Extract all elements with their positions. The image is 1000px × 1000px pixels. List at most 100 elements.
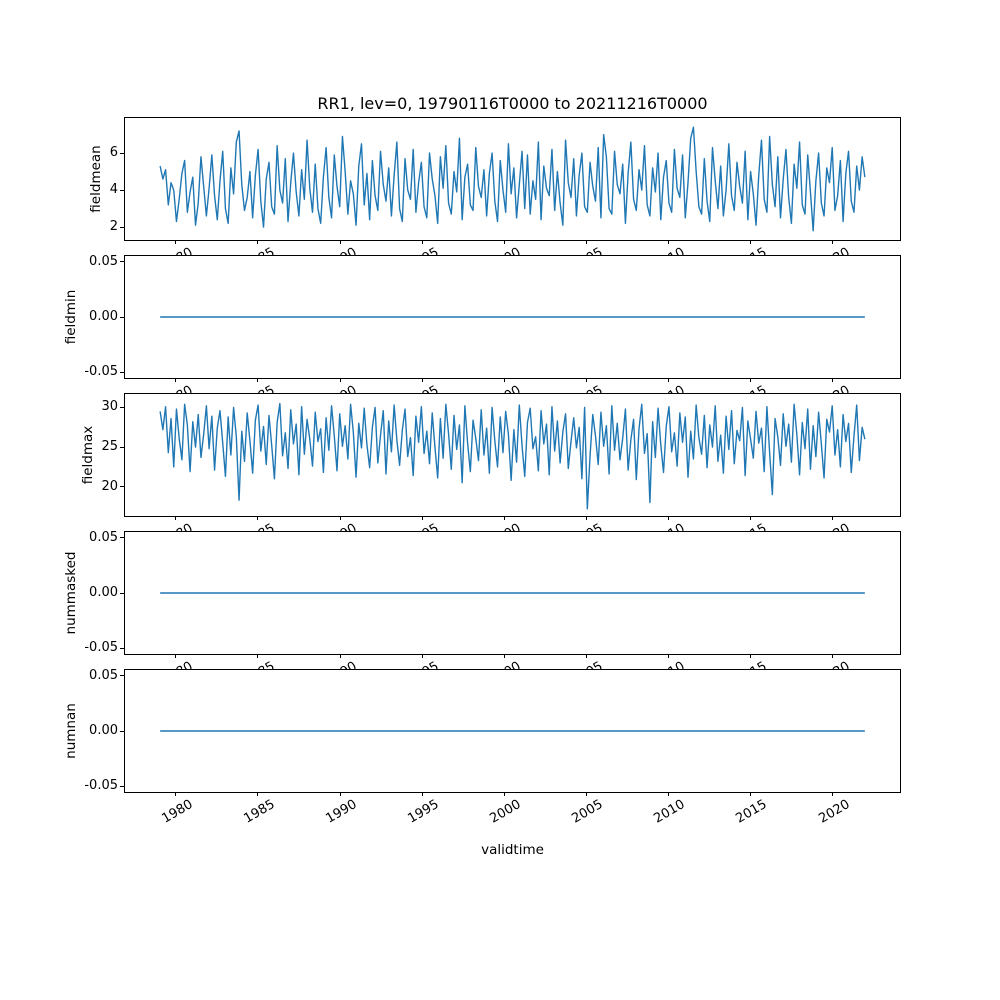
x-tick-mark (257, 792, 259, 796)
y-tick-label: 0.00 (89, 309, 118, 324)
x-tick-labels-fieldmean: 1980 1985 1990 1995 2000 2005 2010 2015 2020 (0, 242, 1000, 255)
x-axis-label: validtime (481, 842, 544, 858)
x-tick-mark (585, 654, 587, 658)
y-tick-mark (120, 189, 124, 191)
x-tick-label-text: 2015 (734, 659, 770, 669)
y-tick-mark (120, 675, 124, 677)
y-tick-label: -0.05 (84, 640, 118, 656)
x-tick-mark (832, 516, 834, 520)
x-tick-label-text: 2015 (733, 797, 771, 827)
x-tick-mark (339, 378, 341, 382)
x-tick-label-text: 2010 (652, 383, 688, 393)
x-tick-mark (421, 240, 423, 244)
x-tick-label-text: 2020 (816, 797, 853, 827)
x-tick-mark (339, 240, 341, 244)
x-tick-label-text: 1985 (241, 659, 277, 669)
x-tick-mark (667, 378, 669, 382)
y-tick-mark (120, 152, 124, 154)
x-tick-mark (585, 516, 587, 520)
x-tick-labels-numnan: 1980 1985 1990 1995 2000 2005 2010 2015 2020 (0, 794, 1000, 830)
plot-line-nummasked (160, 592, 865, 594)
x-tick-mark (421, 378, 423, 382)
x-tick-label-text: 2010 (651, 797, 688, 827)
y-axis-label-text: fieldmean (88, 145, 104, 213)
x-tick-label-text: 1980 (159, 797, 196, 827)
y-axis-label-text: nummasked (63, 551, 79, 635)
x-tick-label-text: 1985 (241, 245, 277, 255)
x-tick-label-text: 2010 (652, 659, 688, 669)
y-tick-mark (120, 785, 124, 787)
y-axis-label-text: fieldmax (80, 425, 96, 485)
axes-box-nummasked (124, 531, 901, 655)
x-tick-mark (750, 654, 752, 658)
y-tick-mark (120, 730, 124, 732)
x-tick-mark (750, 792, 752, 796)
x-tick-label-text: 2015 (734, 521, 770, 531)
x-tick-mark (175, 240, 177, 244)
x-tick-mark (832, 378, 834, 382)
y-tick-mark (120, 261, 124, 263)
x-tick-label-text: 1980 (159, 245, 195, 255)
x-tick-label-text: 2010 (652, 245, 688, 255)
y-tick-mark (120, 371, 124, 373)
x-tick-label-text: 1980 (159, 521, 195, 531)
x-tick-mark (585, 792, 587, 796)
plot-line-fieldmean (159, 126, 866, 232)
x-tick-labels-fieldmax: 1980 1985 1990 1995 2000 2005 2010 2015 2020 (0, 518, 1000, 531)
x-tick-label-text: 1985 (241, 521, 277, 531)
x-tick-label-text: 2005 (570, 521, 606, 531)
x-tick-label-text: 1995 (406, 659, 442, 669)
x-tick-label-text: 2020 (816, 245, 852, 255)
x-tick-labels-fieldmin: 1980 1985 1990 1995 2000 2005 2010 2015 2020 (0, 380, 1000, 393)
x-tick-label-text: 2015 (734, 383, 770, 393)
x-tick-mark (503, 654, 505, 658)
x-tick-label-text: 1990 (323, 797, 360, 827)
x-tick-label-text: 2005 (570, 383, 606, 393)
x-tick-label-text: 1980 (159, 383, 195, 393)
figure-title: RR1, lev=0, 19790116T0000 to 20211216T00… (317, 94, 708, 113)
y-tick-mark (120, 592, 124, 594)
x-tick-label-text: 2000 (488, 521, 524, 531)
axes-box-fieldmax (124, 393, 901, 517)
x-tick-mark (175, 792, 177, 796)
y-tick-mark (120, 647, 124, 649)
y-tick-label: 0.00 (89, 723, 118, 738)
y-tick-label: -0.05 (84, 364, 118, 380)
x-tick-label-text: 1990 (323, 245, 359, 255)
x-tick-mark (750, 516, 752, 520)
x-tick-mark (339, 516, 341, 520)
x-tick-mark (503, 516, 505, 520)
y-tick-label: 30 (101, 399, 118, 415)
plot-line-fieldmax (159, 402, 866, 510)
y-tick-label: 25 (101, 439, 118, 455)
x-tick-label-text: 2000 (488, 245, 524, 255)
x-tick-mark (421, 516, 423, 520)
x-tick-mark (832, 654, 834, 658)
x-tick-mark (667, 654, 669, 658)
y-tick-label: 6 (109, 145, 118, 161)
y-tick-label: 4 (109, 182, 118, 198)
x-tick-mark (257, 654, 259, 658)
x-tick-mark (257, 378, 259, 382)
y-tick-mark (120, 406, 124, 408)
x-tick-mark (750, 240, 752, 244)
x-tick-label-text: 1980 (159, 659, 195, 669)
x-tick-mark (667, 792, 669, 796)
x-tick-mark (257, 240, 259, 244)
x-tick-label-text: 1995 (406, 521, 442, 531)
x-tick-label-text: 1990 (323, 383, 359, 393)
x-tick-mark (175, 654, 177, 658)
x-tick-mark (667, 240, 669, 244)
y-tick-mark (120, 446, 124, 448)
axes-box-fieldmean (124, 117, 901, 241)
x-tick-mark (667, 516, 669, 520)
y-tick-mark (120, 316, 124, 318)
x-tick-label-text: 1995 (406, 245, 442, 255)
x-tick-label-text: 2000 (488, 383, 524, 393)
y-tick-label: 0.00 (89, 585, 118, 600)
y-axis-label-text: fieldmin (63, 289, 79, 345)
x-tick-mark (503, 792, 505, 796)
x-tick-mark (175, 516, 177, 520)
plot-line-fieldmin (160, 316, 865, 318)
